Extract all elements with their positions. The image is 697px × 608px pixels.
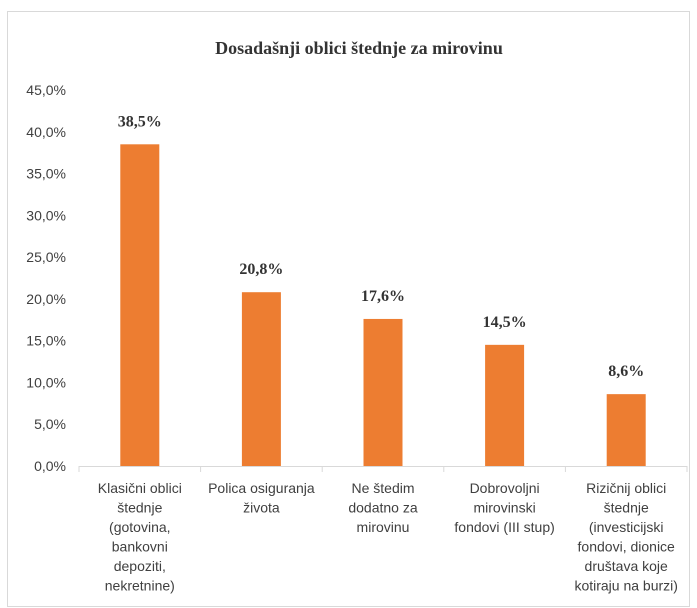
bar xyxy=(606,394,646,466)
category-label-line: štednje xyxy=(117,500,162,516)
data-label: 20,8% xyxy=(239,261,283,278)
bar xyxy=(120,144,160,467)
y-tick-label: 20,0% xyxy=(26,291,66,307)
y-axis: 0,0% 5,0% 10,0% 15,0% 20,0% 25,0% 30,0% 35,0% 40… xyxy=(26,82,66,474)
bar xyxy=(241,292,281,466)
category-label-line: (gotovina, xyxy=(109,519,170,535)
category-label-line: dodatno za xyxy=(348,500,417,516)
category-label-line: Klasični oblici xyxy=(98,480,182,496)
category-label-line: Polica osiguranja xyxy=(208,480,315,496)
category-label-line: Dobrovoljni xyxy=(470,480,540,496)
y-tick-label: 0,0% xyxy=(34,458,66,474)
category-label-line: fondovi (III stup) xyxy=(454,519,554,535)
category-label-line: bankovni xyxy=(112,539,168,555)
category-label-line: Rizičnij oblici xyxy=(586,480,666,496)
y-tick-label: 30,0% xyxy=(26,207,66,223)
x-axis xyxy=(78,466,688,472)
category-label-line: mirovinski xyxy=(473,500,535,516)
category-label-line: života xyxy=(243,500,280,516)
category-label-line: fondovi, dionice xyxy=(578,539,676,555)
category-labels: Klasični oblici štednje (gotovina, bankovni… xyxy=(98,480,678,594)
y-tick-label: 15,0% xyxy=(26,333,66,349)
category-label-line: štednje xyxy=(604,500,649,516)
data-label: 8,6% xyxy=(608,363,644,380)
y-tick-label: 40,0% xyxy=(26,124,66,140)
bars xyxy=(120,144,646,467)
category-label: Rizičnij oblici štednje (investicijski fond… xyxy=(574,480,678,594)
chart-border xyxy=(7,11,690,607)
category-label-line: kotiraju na burzi) xyxy=(574,578,678,594)
data-label: 14,5% xyxy=(483,314,527,331)
category-label-line: depoziti, xyxy=(114,558,166,574)
y-tick-label: 35,0% xyxy=(26,166,66,182)
y-tick-label: 25,0% xyxy=(26,249,66,265)
category-label: Polica osiguranja života xyxy=(208,480,315,516)
category-label: Ne štedim dodatno za mirovinu xyxy=(348,480,417,535)
category-label: Klasični oblici štednje (gotovina, bankovni… xyxy=(98,480,182,594)
data-label: 38,5% xyxy=(118,113,162,130)
category-label-line: Ne štedim xyxy=(351,480,414,496)
category-label-line: nekretnine) xyxy=(105,578,175,594)
chart-title: Dosadašnji oblici štednje za mirovinu xyxy=(215,38,503,58)
category-label-line: (investicijski xyxy=(589,519,664,535)
category-label-line: društava koje xyxy=(585,558,668,574)
category-label: Dobrovoljni mirovinski fondovi (III stup) xyxy=(454,480,554,535)
data-labels: 38,5% 20,8% 17,6% 14,5% 8,6% xyxy=(118,113,644,380)
bar xyxy=(363,318,403,466)
bar xyxy=(485,344,525,466)
category-label-line: mirovinu xyxy=(357,519,410,535)
y-tick-label: 5,0% xyxy=(34,416,66,432)
y-tick-label: 45,0% xyxy=(26,82,66,98)
data-label: 17,6% xyxy=(361,288,405,305)
y-tick-label: 10,0% xyxy=(26,374,66,390)
